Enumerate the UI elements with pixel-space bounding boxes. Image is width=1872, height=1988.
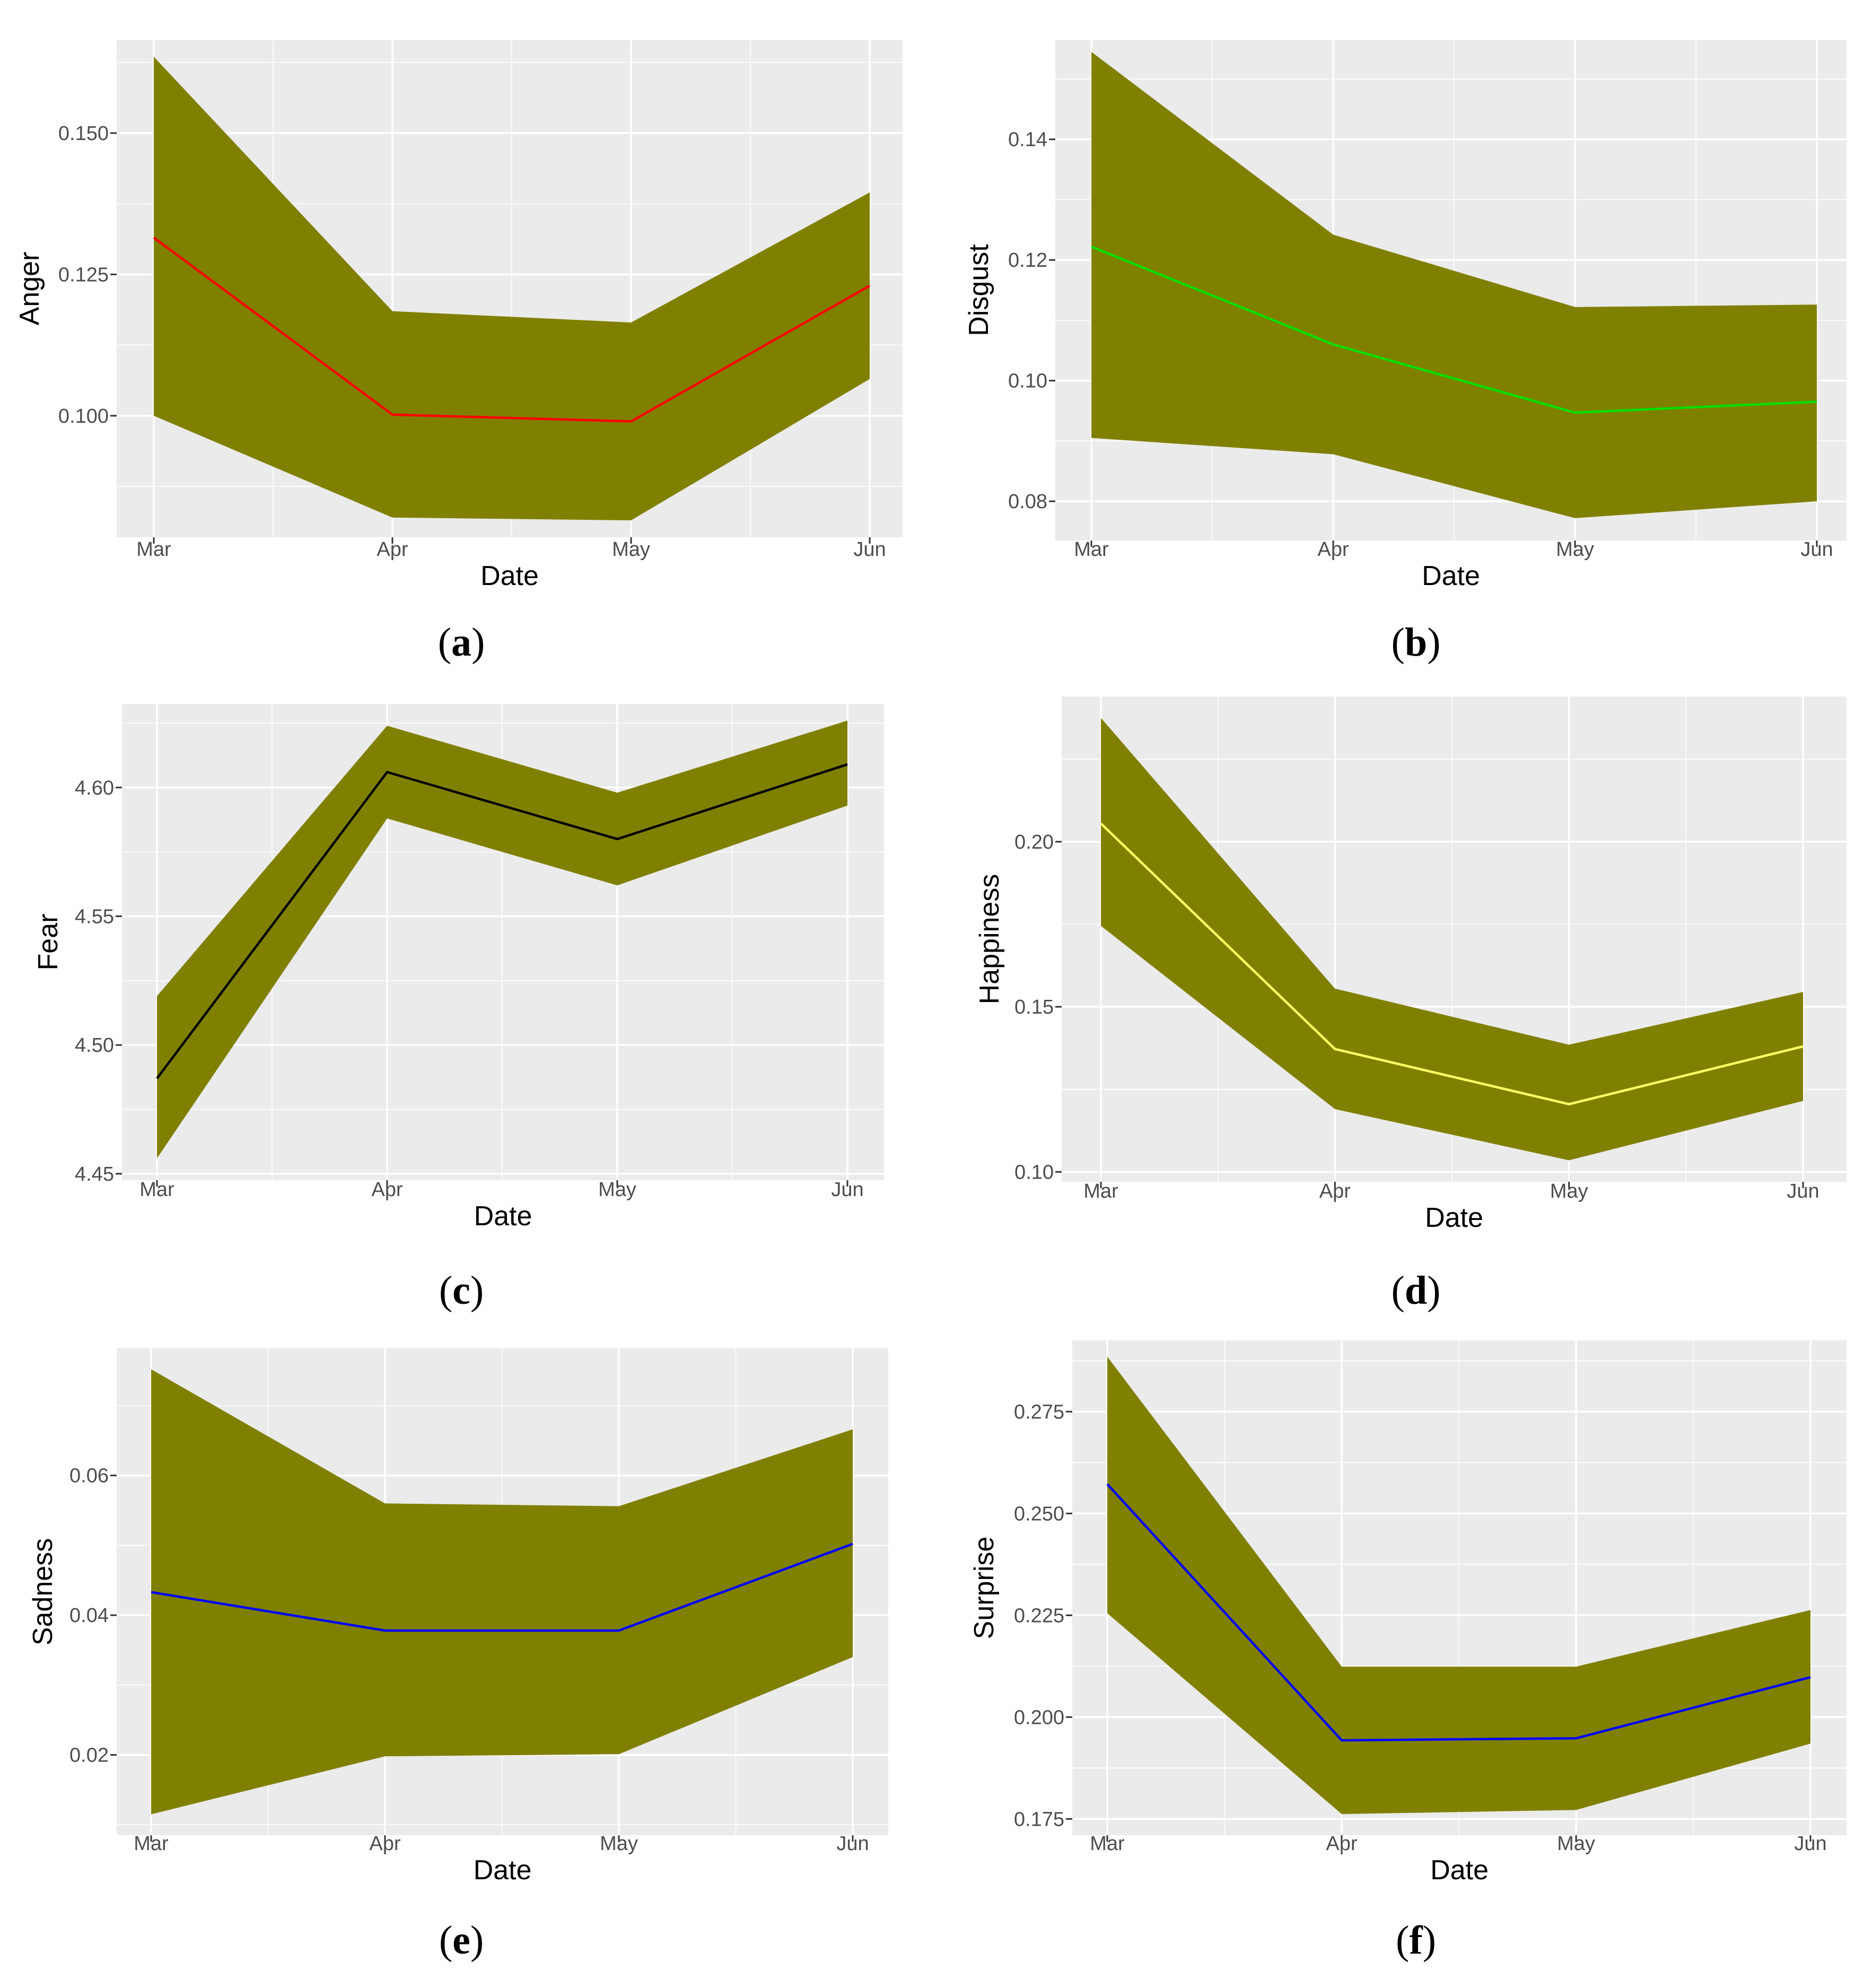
y-tick-label: 0.15 [1014, 996, 1054, 1018]
x-tick-label: Mar [136, 538, 171, 561]
y-tick-label: 0.10 [1008, 370, 1047, 393]
confidence-band [154, 56, 870, 521]
caption-c: (c) [439, 1268, 484, 1313]
x-tick-label: Jun [1787, 1180, 1819, 1202]
mean-line [1106, 1483, 1811, 1742]
x-tick-label: Mar [1074, 538, 1109, 561]
confidence-band [1091, 51, 1817, 518]
y-tick-label: 0.06 [69, 1465, 109, 1487]
caption-d: (d) [1391, 1268, 1441, 1313]
x-tick-label: Apr [369, 1833, 400, 1855]
y-tick-label: 0.04 [69, 1605, 109, 1627]
confidence-band [157, 720, 847, 1158]
y-tick-label: 0.275 [1014, 1401, 1064, 1423]
x-tick-label: May [1557, 1833, 1595, 1855]
y-tick-label: 0.150 [58, 123, 109, 145]
caption-f: (f) [1396, 1918, 1436, 1963]
x-axis-title: Date [474, 1201, 532, 1232]
y-tick-label: 0.225 [1014, 1605, 1064, 1627]
y-tick-label: 0.100 [58, 405, 109, 428]
y-axis-title: Disgust [964, 244, 994, 336]
x-tick-label: May [600, 1833, 638, 1855]
x-tick-label: Jun [836, 1833, 869, 1855]
y-tick-label: 0.12 [1008, 249, 1047, 272]
y-tick-label: 0.14 [1008, 129, 1047, 151]
x-tick-label: Jun [853, 538, 886, 561]
x-tick-label: Apr [1317, 538, 1349, 561]
x-tick-label: May [598, 1179, 636, 1201]
x-tick-label: Jun [1794, 1833, 1826, 1855]
y-tick-label: 0.250 [1014, 1503, 1064, 1525]
x-tick-label: Mar [1090, 1833, 1125, 1855]
confidence-band [1107, 1356, 1810, 1815]
x-tick-label: May [612, 538, 650, 561]
y-tick-label: 0.08 [1008, 491, 1047, 513]
y-tick-label: 4.45 [75, 1163, 114, 1185]
y-tick-label: 4.60 [75, 777, 114, 799]
y-axis-title: Anger [14, 252, 45, 326]
caption-b: (b) [1391, 620, 1441, 665]
x-axis-title: Date [474, 1855, 532, 1886]
confidence-band [151, 1369, 853, 1815]
y-axis-title: Happiness [974, 874, 1005, 1005]
y-tick-label: 0.200 [1014, 1706, 1064, 1729]
x-tick-label: Jun [1800, 538, 1833, 561]
x-tick-label: May [1556, 538, 1594, 561]
x-axis-title: Date [1425, 1202, 1483, 1233]
y-axis-title: Sadness [28, 1538, 58, 1645]
x-tick-label: Jun [831, 1179, 863, 1201]
mean-line [1091, 246, 1817, 414]
caption-a: (a) [438, 620, 485, 665]
y-tick-label: 4.50 [75, 1034, 114, 1057]
confidence-band [1101, 718, 1803, 1161]
x-tick-label: Apr [1319, 1180, 1351, 1202]
y-tick-label: 0.10 [1014, 1161, 1054, 1183]
x-axis-title: Date [1422, 561, 1480, 591]
x-tick-label: Apr [377, 538, 408, 561]
x-tick-label: Mar [139, 1179, 174, 1201]
x-tick-label: Apr [1326, 1833, 1357, 1855]
y-tick-label: 0.20 [1014, 831, 1054, 853]
mean-line [1100, 823, 1804, 1105]
caption-e: (e) [439, 1918, 484, 1963]
y-axis-title: Fear [33, 914, 64, 971]
x-tick-label: Apr [371, 1179, 403, 1201]
mean-line [156, 763, 848, 1079]
y-tick-label: 0.125 [58, 264, 109, 286]
x-axis-title: Date [480, 561, 539, 591]
mean-line [153, 237, 871, 423]
y-tick-label: 4.55 [75, 905, 114, 928]
y-tick-label: 0.02 [69, 1745, 109, 1767]
mean-line [151, 1542, 853, 1632]
y-axis-title: Surprise [969, 1537, 1000, 1640]
x-tick-label: Mar [134, 1833, 169, 1855]
x-axis-title: Date [1430, 1855, 1489, 1886]
x-tick-label: Mar [1083, 1180, 1118, 1202]
x-tick-label: May [1550, 1180, 1588, 1202]
y-tick-label: 0.175 [1014, 1808, 1064, 1830]
